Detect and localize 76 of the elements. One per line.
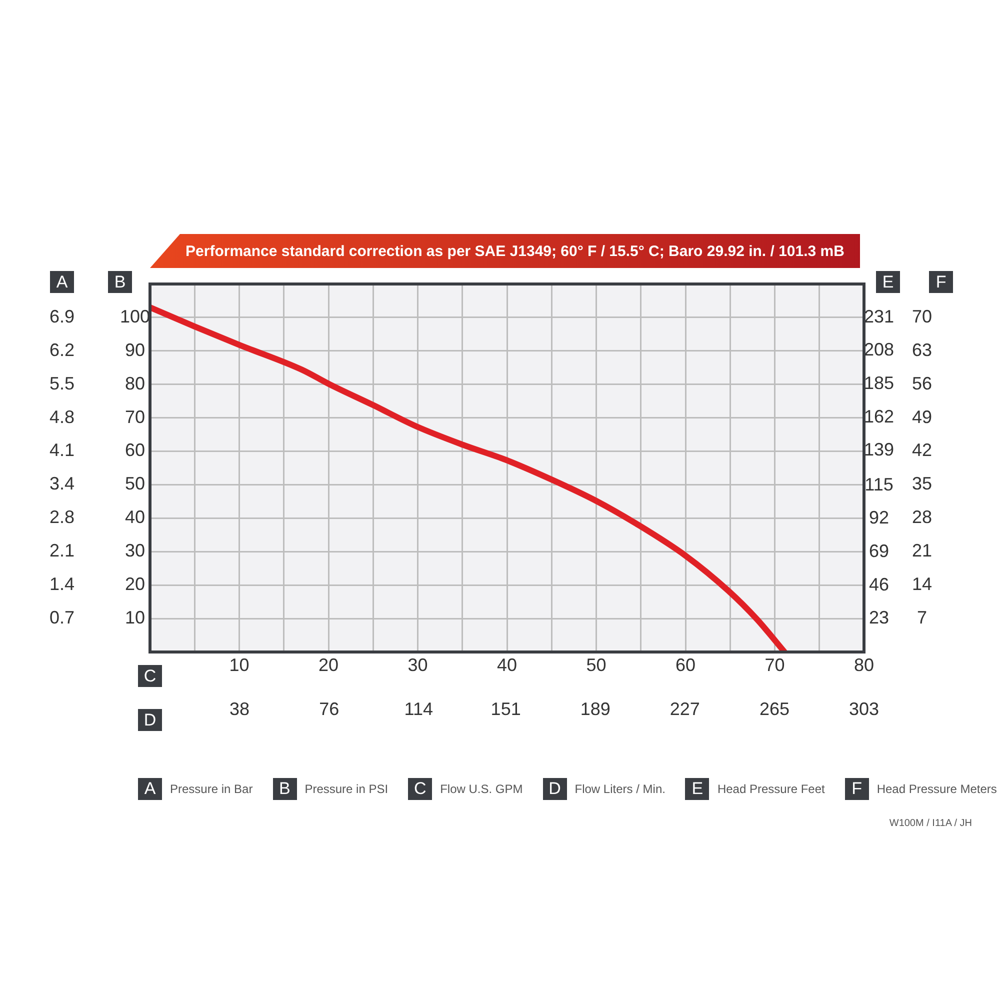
y-tick-label: 80 <box>124 373 145 394</box>
y3-tick-label: 28 <box>912 507 932 528</box>
x-tick-label: 40 <box>496 654 518 675</box>
y-tick-label: 40 <box>124 507 145 528</box>
x-tick-label: 10 <box>229 654 250 675</box>
chart-title: Performance standard correction as per SAE J1349; 60° F / 15.5° C; Baro 29.92 in. / 101.3 mB <box>150 234 860 268</box>
text: 1.4 <box>49 574 75 594</box>
text: 0.7 <box>49 608 75 628</box>
text: D <box>548 779 561 798</box>
y2-tick-label: 115 <box>864 474 894 494</box>
x2-tick-label: 151 <box>490 698 521 719</box>
y2-axis-title: E <box>882 272 894 292</box>
y-tick-label: 20 <box>124 574 145 594</box>
x-tick-label: 80 <box>854 654 874 675</box>
y2-tick-label: 92 <box>869 508 890 528</box>
text: A <box>56 272 68 292</box>
y3-tick-label: 70 <box>912 306 932 326</box>
x-tick-label: 60 <box>675 654 696 675</box>
text: Flow Liters / Min. <box>574 782 666 796</box>
y-tick-label: 90 <box>124 340 145 360</box>
text: F <box>852 779 862 798</box>
text: 2.8 <box>49 507 75 528</box>
y-tick-label: 60 <box>124 440 145 460</box>
x2-tick-label: 189 <box>580 698 610 719</box>
text: Head Pressure Meters <box>876 782 997 796</box>
text: 3.4 <box>49 474 75 494</box>
y3-tick-label: 42 <box>912 440 932 460</box>
y-tick-label: 70 <box>124 406 145 427</box>
x2-tick-label: 38 <box>230 698 250 719</box>
y3-tick-label: 35 <box>912 474 932 494</box>
x2-tick-label: 227 <box>670 698 700 719</box>
x-tick-label: 30 <box>408 654 428 675</box>
text: B <box>279 779 290 798</box>
x-tick-label: 20 <box>318 654 339 675</box>
y2-tick-label: 231 <box>864 306 894 326</box>
text: 4.1 <box>49 440 75 460</box>
text: Flow U.S. GPM <box>440 782 523 796</box>
text: Head Pressure Feet <box>717 782 825 796</box>
y2-tick-label: 139 <box>864 440 894 460</box>
x-axis-title: C <box>144 666 156 686</box>
text: 5.5 <box>49 373 75 394</box>
y3-tick-label: 14 <box>912 574 932 594</box>
x2-tick-label: 76 <box>319 698 340 719</box>
x2-tick-label: 303 <box>848 698 880 719</box>
text: 4.8 <box>49 406 75 427</box>
y-axis-title: B <box>114 272 126 292</box>
y3-axis-title: F <box>936 272 946 292</box>
text: 6.9 <box>49 306 75 326</box>
y-tick-label: 30 <box>124 540 145 561</box>
text: C <box>414 779 426 798</box>
x2-tick-label: 265 <box>759 698 790 719</box>
x2-tick-label: 114 <box>404 698 433 719</box>
y3-tick-label: 63 <box>912 340 932 360</box>
y3-tick-label: 49 <box>912 406 932 427</box>
y2-tick-label: 185 <box>864 372 894 393</box>
y2-tick-label: 46 <box>869 574 890 594</box>
text: Pressure in Bar <box>170 782 253 796</box>
y2-tick-label: 23 <box>869 608 890 628</box>
y2-tick-label: 208 <box>864 340 894 360</box>
y-tick-label: 100 <box>120 306 150 326</box>
x2-axis-title: D <box>144 710 156 730</box>
y2-tick-label: 69 <box>869 541 890 561</box>
x-tick-label: 70 <box>764 654 785 675</box>
x-tick-label: 50 <box>586 654 606 675</box>
y3-tick-label: 56 <box>912 373 932 394</box>
y-tick-label: 10 <box>124 608 145 628</box>
y3-tick-label: 7 <box>917 608 928 628</box>
y-tick-label: 50 <box>124 474 145 494</box>
text: 2.1 <box>49 540 75 561</box>
text: A <box>144 779 156 798</box>
y3-tick-label: 21 <box>912 540 932 561</box>
text: 6.2 <box>49 340 75 360</box>
text: W100M / I11A / JH <box>889 818 972 829</box>
text: Pressure in PSI <box>304 782 388 796</box>
text: E <box>692 779 704 798</box>
y2-tick-label: 162 <box>864 406 894 426</box>
